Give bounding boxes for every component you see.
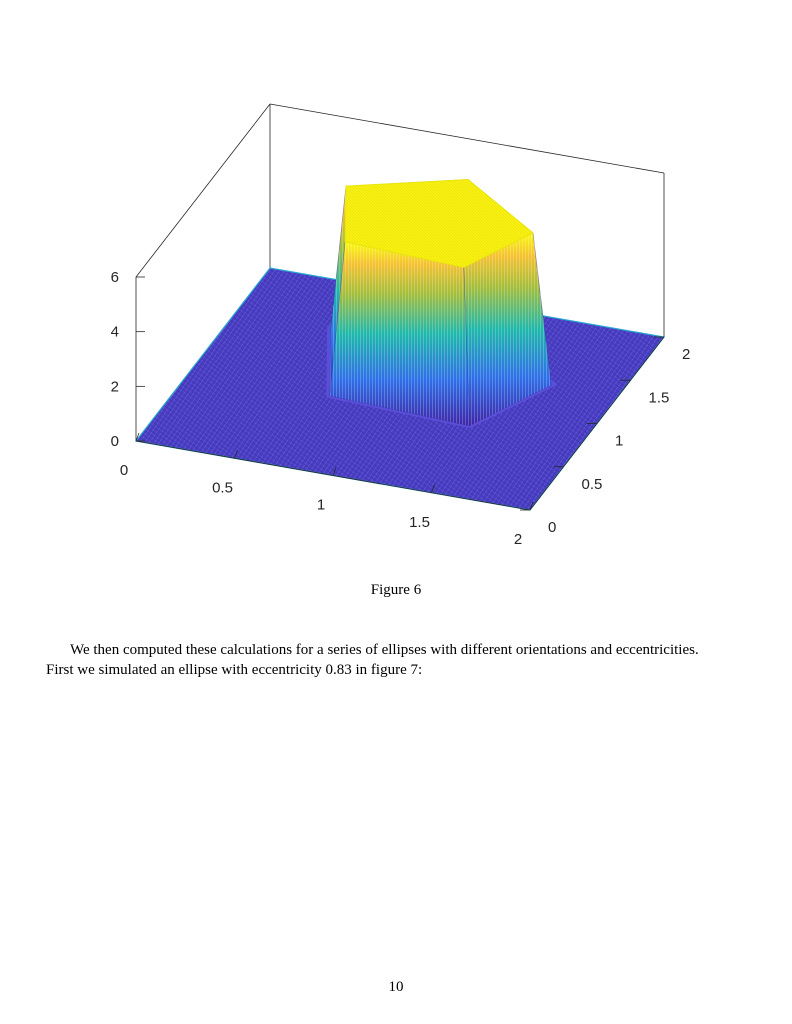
y-tick-label: 0 (548, 519, 556, 536)
y-tick-label: 0.5 (582, 476, 603, 493)
y-tick-label: 1.5 (649, 389, 670, 406)
x-tick-mark (431, 484, 435, 493)
body-paragraph: We then computed these calculations for … (46, 640, 756, 680)
x-tick-label: 1 (317, 497, 325, 514)
z-tick-label: 6 (111, 269, 119, 286)
x-tick-mark (234, 450, 238, 459)
box-edge (269, 103, 665, 174)
paragraph-line-1: We then computed these calculations for … (70, 642, 699, 658)
paragraph-line-2: First we simulated an ellipse with eccen… (46, 662, 423, 678)
figure-caption: Figure 6 (370, 582, 422, 598)
page-number: 10 (388, 979, 404, 995)
surface-plateau (326, 178, 558, 429)
z-tick-labels: 0 2 4 6 (111, 269, 145, 450)
axes-box (135, 103, 665, 441)
plateau-wall-mesh (329, 241, 470, 426)
y-tick-label: 1 (615, 433, 623, 450)
x-tick-mark (529, 501, 534, 511)
x-tick-label: 2 (514, 531, 522, 548)
box-edge (135, 103, 271, 278)
z-tick-label: 0 (111, 433, 119, 450)
plateau-wall-mesh (329, 186, 346, 396)
plateau-top (344, 178, 534, 268)
x-tick-mark (332, 467, 337, 476)
x-tick-labels: 0 0.5 1 1.5 2 (120, 432, 534, 548)
z-tick-label: 4 (111, 324, 119, 341)
x-tick-label: 1.5 (409, 514, 430, 531)
y-tick-labels: 0 0.5 1 1.5 2 (520, 336, 690, 536)
surface-plot: 0 0.5 1 1.5 2 0 0.5 1 1.5 2 0 2 4 6 (111, 103, 690, 548)
x-tick-label: 0.5 (212, 479, 233, 496)
plateau-wall-mesh (463, 232, 552, 426)
y-tick-label: 2 (682, 346, 690, 363)
x-tick-mark (135, 432, 140, 442)
x-tick-label: 0 (120, 462, 128, 479)
z-tick-label: 2 (111, 378, 119, 395)
